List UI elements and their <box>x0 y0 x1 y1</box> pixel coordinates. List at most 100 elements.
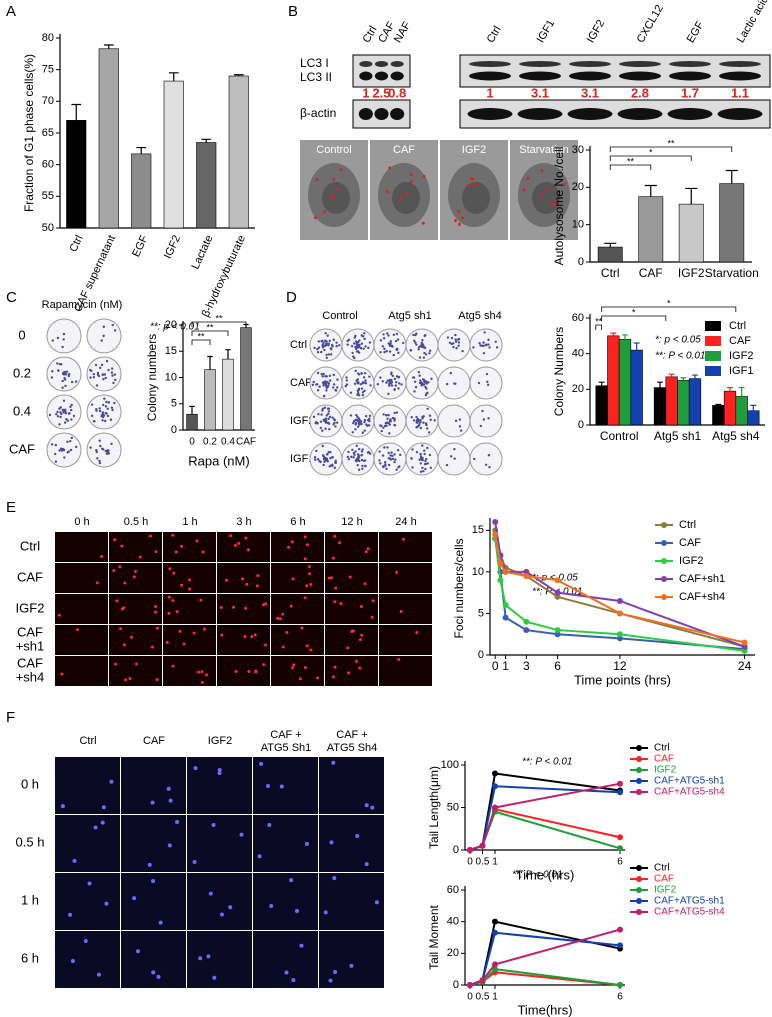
colony <box>387 414 390 417</box>
point <box>492 929 498 936</box>
point <box>523 573 530 580</box>
comet <box>219 912 224 917</box>
x-axis-label: Time points (hrs) <box>574 672 671 687</box>
colony <box>387 334 390 337</box>
colony <box>113 401 116 405</box>
colony <box>326 453 329 456</box>
colony <box>327 422 331 425</box>
focus <box>182 642 186 646</box>
colony <box>111 374 114 377</box>
focus <box>331 675 335 679</box>
colony <box>327 412 330 416</box>
comet <box>291 978 296 983</box>
colony <box>326 334 329 337</box>
x-tick-label: Ctrl <box>601 266 620 280</box>
colony <box>92 376 96 379</box>
colony <box>54 443 58 447</box>
band <box>519 61 561 67</box>
colony <box>388 342 391 346</box>
colony <box>332 338 335 341</box>
plate <box>469 442 503 476</box>
legend-label: Ctrl <box>654 863 670 874</box>
error-bar <box>233 74 244 76</box>
colony <box>420 382 423 385</box>
colony <box>327 410 331 413</box>
colony <box>112 381 115 385</box>
colony <box>69 439 72 443</box>
colony <box>450 336 454 340</box>
colony <box>425 387 428 390</box>
colony <box>334 389 338 392</box>
colony <box>358 343 361 347</box>
x-tick-label: Control <box>600 429 639 443</box>
point <box>617 982 623 988</box>
focus <box>234 669 238 673</box>
comet <box>257 854 262 859</box>
colony <box>103 419 107 423</box>
y-tick-label: 40 <box>572 348 584 360</box>
plate <box>405 404 439 438</box>
focus <box>262 603 266 607</box>
bar <box>747 410 760 426</box>
colony <box>109 418 113 421</box>
point <box>554 631 561 638</box>
bar <box>678 203 704 263</box>
colony <box>388 380 392 383</box>
col-label: 1 h <box>182 516 197 528</box>
colony <box>98 409 102 413</box>
lane-label: NAF <box>392 20 414 45</box>
bar <box>186 413 198 431</box>
row-label: 0 h <box>21 776 39 791</box>
colony <box>322 455 326 458</box>
colony <box>353 382 357 386</box>
colony <box>402 341 405 345</box>
colony <box>360 422 363 426</box>
annotation: **: P < 0.01 <box>655 351 706 362</box>
panel-label: D <box>286 289 297 306</box>
colony <box>111 408 114 412</box>
colony <box>61 345 64 349</box>
point <box>492 519 499 525</box>
colony <box>483 331 486 334</box>
colony <box>482 344 485 347</box>
focus <box>229 534 233 538</box>
bar <box>665 376 678 426</box>
colony <box>449 455 453 458</box>
colony <box>100 363 104 367</box>
marker <box>457 209 461 213</box>
colony <box>360 458 364 462</box>
row-label: +sh1 <box>16 638 45 653</box>
colony <box>361 393 365 397</box>
focus <box>339 602 343 606</box>
colony <box>329 457 332 460</box>
point <box>523 618 530 625</box>
point <box>616 635 623 642</box>
micrograph <box>55 757 120 814</box>
comet <box>294 908 299 913</box>
colony <box>319 426 322 430</box>
focus <box>60 672 64 676</box>
colony <box>357 468 361 471</box>
micrograph <box>379 625 432 655</box>
colony <box>386 379 389 382</box>
colony <box>379 339 383 342</box>
comet <box>208 891 213 896</box>
colony <box>457 338 460 341</box>
focus <box>195 539 199 543</box>
colony <box>424 393 428 397</box>
comet <box>198 956 203 961</box>
legend-label: CAF+ATG5-sh1 <box>654 896 725 907</box>
colony <box>62 399 66 402</box>
colony <box>445 382 449 386</box>
colony <box>362 381 365 384</box>
colony <box>433 419 436 422</box>
colony <box>446 336 450 339</box>
comet <box>364 803 369 808</box>
lane-label: Lactic acid <box>735 0 771 45</box>
colony <box>413 339 416 343</box>
colony <box>360 454 363 457</box>
colony <box>322 457 326 461</box>
band <box>390 61 404 67</box>
point <box>741 639 748 646</box>
marker <box>315 178 319 182</box>
